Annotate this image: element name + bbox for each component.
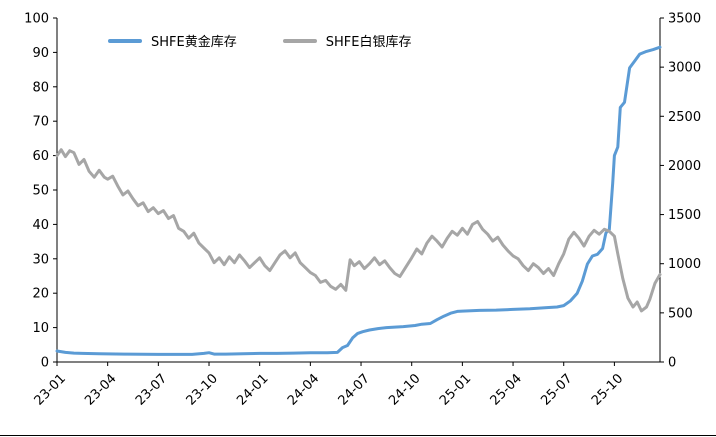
y-right-tick-label: 0 [668, 356, 676, 371]
y-right-tick-label: 3500 [668, 12, 701, 27]
legend-item-gold: SHFE黄金库存 [108, 31, 237, 50]
y-left-tick-label: 90 [32, 46, 49, 61]
x-tick-label: 24-07 [336, 371, 373, 408]
y-left-tick-label: 40 [32, 218, 49, 233]
x-tick-label: 23-04 [82, 371, 119, 408]
y-left-tick-label: 10 [32, 321, 49, 336]
x-tick-label: 25-07 [538, 371, 575, 408]
y-axis-left: 0 10 20 30 40 50 60 70 80 90 100 [24, 12, 57, 371]
silver-line-swatch [282, 38, 317, 43]
y-right-tick-label: 2500 [668, 110, 701, 125]
x-tick-label: 23-10 [184, 371, 221, 408]
y-left-tick-label: 100 [24, 12, 49, 27]
x-tick-label: 24-04 [285, 371, 322, 408]
y-right-tick-label: 1000 [668, 257, 701, 272]
x-tick-label: 24-10 [386, 371, 423, 408]
series-line-1 [55, 148, 662, 313]
y-left-tick-label: 20 [32, 287, 49, 302]
x-axis: 23-01 23-04 23-07 23-10 24-01 24-04 24-07 24-10… [32, 362, 626, 409]
x-tick-label: 25-04 [488, 371, 525, 408]
y-axis-right: 0 500 1000 1500 2000 2500 3000 3500 [660, 12, 701, 371]
chart-legend: SHFE黄金库存 SHFE白银库存 [108, 31, 411, 50]
series-line-0 [55, 45, 662, 356]
y-right-tick-label: 500 [668, 306, 693, 321]
bottom-border-line [0, 435, 716, 436]
y-left-tick-label: 80 [32, 80, 49, 95]
y-right-tick-label: 2000 [668, 159, 701, 174]
y-left-tick-label: 60 [32, 149, 49, 164]
x-tick-label: 24-01 [234, 371, 271, 408]
x-tick-label: 25-10 [589, 371, 626, 408]
y-left-tick-label: 70 [32, 115, 49, 130]
y-left-tick-label: 30 [32, 252, 49, 267]
y-right-tick-label: 3000 [668, 61, 701, 76]
y-left-tick-label: 50 [32, 184, 49, 199]
x-tick-label: 23-01 [32, 371, 69, 408]
y-left-tick-label: 0 [41, 356, 49, 371]
x-tick-label: 23-07 [133, 371, 170, 408]
axes [56, 18, 661, 363]
legend-item-silver: SHFE白银库存 [282, 31, 412, 50]
y-right-tick-label: 1500 [668, 208, 701, 223]
gold-line-swatch [108, 38, 142, 43]
x-tick-label: 25-01 [437, 371, 474, 408]
legend-label-silver: SHFE白银库存 [325, 35, 412, 50]
legend-label-gold: SHFE黄金库存 [151, 35, 237, 50]
